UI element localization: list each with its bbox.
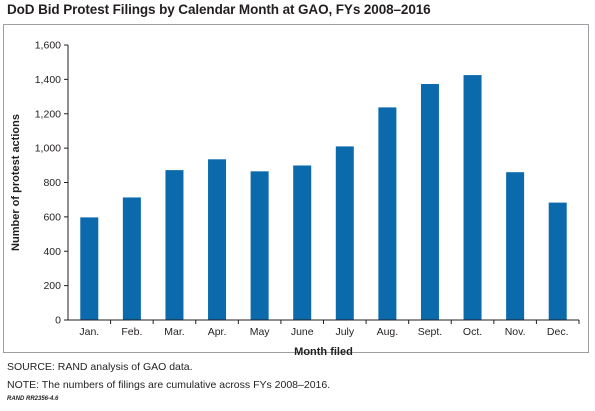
x-tick-label: June — [291, 326, 314, 338]
bar — [293, 165, 312, 320]
y-tick-label: 800 — [43, 177, 61, 189]
y-tick-label: 0 — [55, 315, 61, 327]
bar — [463, 75, 482, 320]
bar — [420, 84, 439, 320]
y-tick-label: 600 — [43, 211, 61, 223]
bar — [122, 197, 141, 320]
figure-id: RAND RR2356-4.6 — [7, 396, 59, 402]
y-tick-label: 1,000 — [35, 143, 61, 155]
x-tick-label: Mar. — [164, 326, 184, 338]
bar — [80, 217, 99, 320]
chart-title: DoD Bid Protest Filings by Calendar Mont… — [7, 2, 431, 17]
bar — [208, 159, 227, 320]
x-tick-label: Dec. — [547, 326, 569, 338]
source-note: SOURCE: RAND analysis of GAO data. — [7, 361, 193, 373]
bar — [378, 107, 397, 320]
x-tick-label: Aug. — [377, 326, 399, 338]
y-tick-label: 1,400 — [35, 74, 61, 86]
y-axis-ticks: 0 200 400 600 800 1,000 1,200 1,400 1,600 — [35, 40, 68, 327]
bar — [165, 170, 184, 320]
y-axis-label: Number of protest actions — [10, 114, 22, 251]
x-tick-label: May — [250, 326, 271, 338]
x-tick-label: Oct. — [463, 326, 482, 338]
bar — [548, 202, 567, 320]
y-tick-label: 1,200 — [35, 108, 61, 120]
bars — [80, 75, 567, 320]
bar — [335, 146, 354, 320]
x-tick-label: Feb. — [121, 326, 142, 338]
x-tick-label: Jan. — [79, 326, 99, 338]
y-tick-label: 400 — [43, 246, 61, 258]
bar — [506, 172, 525, 320]
y-tick-label: 1,600 — [35, 40, 61, 52]
footnote: NOTE: The numbers of filings are cumulat… — [7, 379, 331, 391]
x-axis-ticks: Jan. Feb. Mar. Apr. May June July Aug. Sept. Oct.… — [79, 320, 580, 338]
chart-frame — [3, 24, 589, 353]
x-tick-label: Nov. — [505, 326, 526, 338]
x-tick-label: Sept. — [418, 326, 443, 338]
x-axis-label: Month filed — [294, 346, 353, 358]
bar — [250, 171, 269, 320]
x-tick-label: Apr. — [208, 326, 227, 338]
x-tick-label: July — [335, 326, 354, 338]
y-tick-label: 200 — [43, 280, 61, 292]
